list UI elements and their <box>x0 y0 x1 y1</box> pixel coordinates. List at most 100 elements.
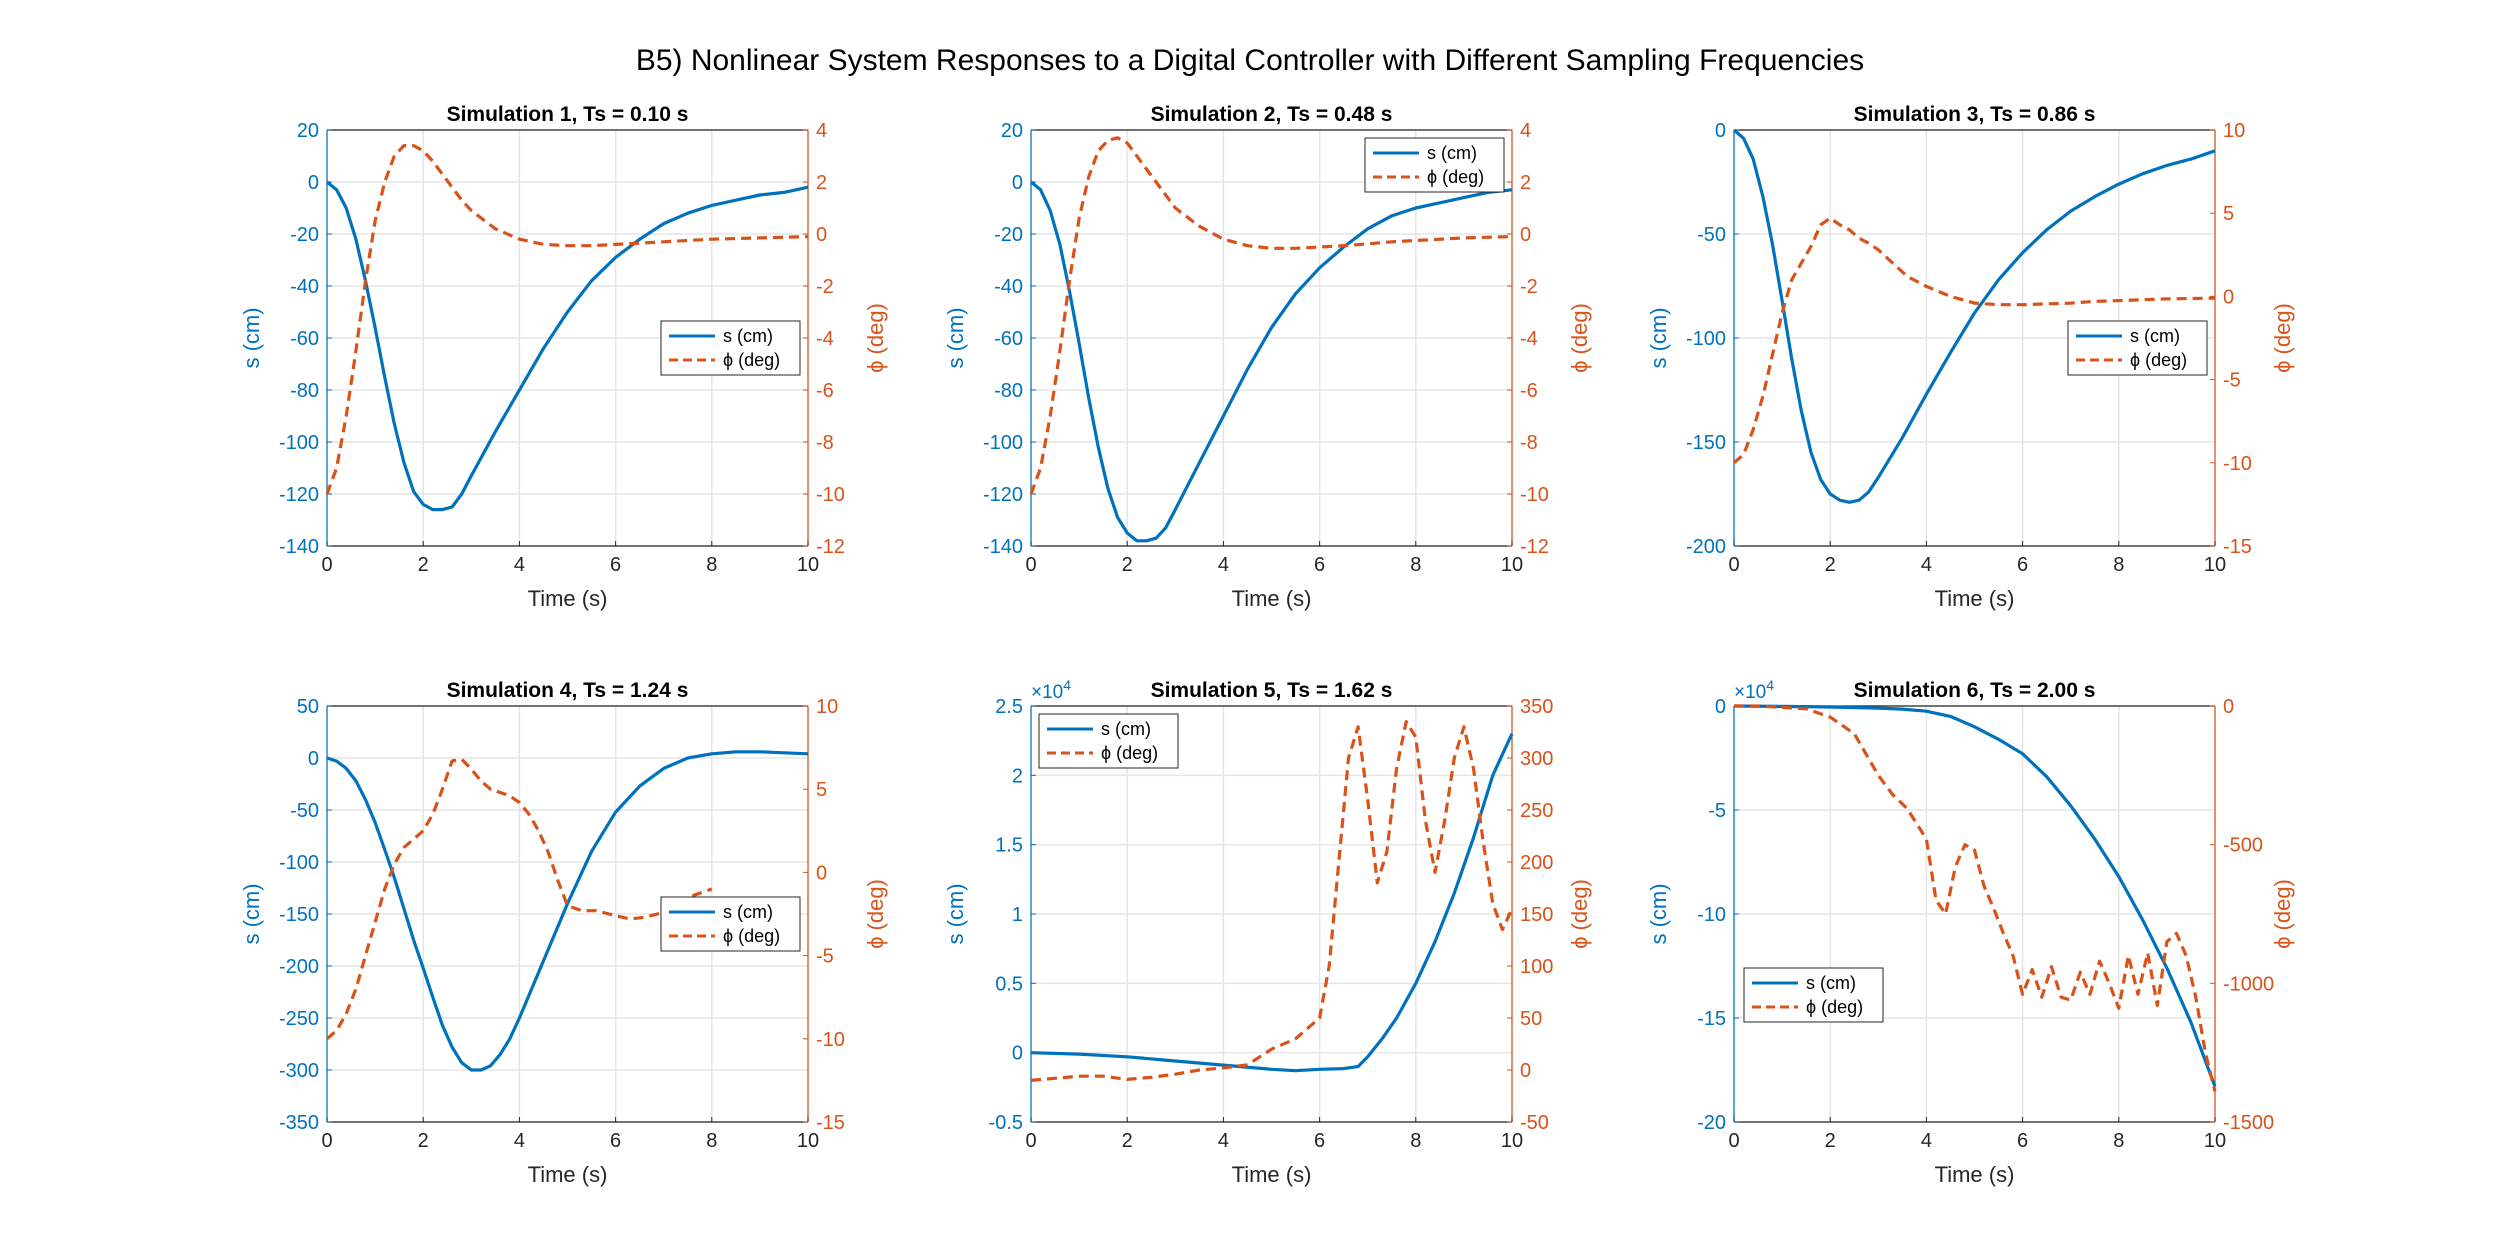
y-right-tick-label: -10 <box>2223 453 2252 475</box>
y-left-tick-label: -100 <box>1686 328 1726 350</box>
y-right-tick-label: -50 <box>1520 1112 1549 1134</box>
chart-5: 0 2 4 6 8 10-0.500.511.522.5-5005010015020025… <box>943 677 1592 1187</box>
y-left-tick-label: -250 <box>279 1008 319 1030</box>
legend: s (cm) ϕ (deg) <box>1038 713 1179 769</box>
x-axis-label: Time (s) <box>528 586 608 611</box>
chart-title: Simulation 6, Ts = 2.00 s <box>1854 679 2096 702</box>
y-axis-label-right: ϕ (deg) <box>863 303 888 373</box>
y-right-tick-label: -10 <box>1520 484 1549 506</box>
y-left-tick-label: -100 <box>983 432 1023 454</box>
series-line-s <box>1732 128 2216 504</box>
x-axis-label: Time (s) <box>1232 1162 1312 1187</box>
y-left-tick-label: -20 <box>1697 1112 1726 1134</box>
y-left-tick-label: -150 <box>1686 432 1726 454</box>
y-right-tick-label: -10 <box>816 484 845 506</box>
y-right-tick-label: -2 <box>816 276 834 298</box>
x-tick-label: 8 <box>1410 554 1421 576</box>
x-tick-label: 0 <box>1025 554 1036 576</box>
y-axis-label-left: s (cm) <box>943 307 968 368</box>
x-tick-label: 4 <box>514 554 525 576</box>
y-left-tick-label: -200 <box>279 956 319 978</box>
legend-label: s (cm) <box>1427 143 1477 163</box>
y-left-tick-label: 1 <box>1012 904 1023 926</box>
x-tick-label: 8 <box>706 554 717 576</box>
y-left-tick-label: -50 <box>1697 224 1726 246</box>
y-right-tick-label: -1000 <box>2223 973 2274 995</box>
legend-label: ϕ (deg) <box>723 926 780 946</box>
legend-box <box>2067 320 2208 376</box>
y-left-tick-label: -80 <box>994 380 1023 402</box>
x-tick-label: 0 <box>1728 554 1739 576</box>
y-right-tick-label: 2 <box>1520 172 1531 194</box>
y-left-tick-label: -120 <box>983 484 1023 506</box>
y-left-tick-label: -15 <box>1697 1008 1726 1030</box>
x-tick-label: 10 <box>1501 1130 1523 1152</box>
y-axis-label-right: ϕ (deg) <box>1567 303 1592 373</box>
exponent-base: ×10 <box>1734 682 1766 703</box>
y-left-tick-label: -140 <box>279 536 319 558</box>
x-tick-label: 10 <box>2204 554 2226 576</box>
x-axis-label: Time (s) <box>528 1162 608 1187</box>
y-right-tick-label: 0 <box>816 224 827 246</box>
exponent-label: ×104 <box>1734 677 1774 703</box>
y-right-tick-label: -2 <box>1520 276 1538 298</box>
y-right-tick-label: 0 <box>816 862 827 884</box>
y-left-tick-label: 2 <box>1012 765 1023 787</box>
y-left-tick-label: -100 <box>279 432 319 454</box>
y-left-tick-label: 0.5 <box>995 973 1023 995</box>
series-line-s <box>1733 704 2217 1088</box>
y-left-tick-label: -60 <box>290 328 319 350</box>
legend-label: ϕ (deg) <box>1806 997 1863 1017</box>
x-tick-label: 2 <box>418 1130 429 1152</box>
x-tick-label: 8 <box>2113 554 2124 576</box>
series-line-phi <box>1734 704 2217 1092</box>
y-left-tick-label: -100 <box>279 852 319 874</box>
x-tick-label: 10 <box>2204 1130 2226 1152</box>
y-right-tick-label: -8 <box>816 432 834 454</box>
y-axis-label-left: s (cm) <box>239 307 264 368</box>
series-line-phi <box>1030 719 1514 1082</box>
series-line-s <box>326 750 809 1072</box>
y-left-tick-label: -150 <box>279 904 319 926</box>
chart-title: Simulation 4, Ts = 1.24 s <box>447 679 689 702</box>
y-left-tick-label: -200 <box>1686 536 1726 558</box>
x-tick-label: 4 <box>514 1130 525 1152</box>
y-right-tick-label: 300 <box>1520 748 1553 770</box>
y-right-tick-label: -8 <box>1520 432 1538 454</box>
y-left-tick-label: -10 <box>1697 904 1726 926</box>
y-right-tick-label: -1500 <box>2223 1112 2274 1134</box>
y-axis-label-left: s (cm) <box>1646 307 1671 368</box>
y-left-tick-label: 20 <box>1001 120 1023 142</box>
y-right-tick-label: -5 <box>2223 370 2241 392</box>
x-tick-label: 4 <box>1218 1130 1229 1152</box>
y-right-tick-label: 0 <box>1520 224 1531 246</box>
exponent-power: 4 <box>1766 677 1774 693</box>
legend: s (cm) ϕ (deg) <box>1743 967 1884 1023</box>
x-axis-label: Time (s) <box>1935 1162 2015 1187</box>
x-tick-label: 6 <box>1314 554 1325 576</box>
y-right-tick-label: -12 <box>1520 536 1549 558</box>
y-right-tick-label: 4 <box>1520 120 1531 142</box>
y-left-tick-label: -5 <box>1708 800 1726 822</box>
y-left-tick-label: 0 <box>1715 120 1726 142</box>
y-left-tick-label: -20 <box>994 224 1023 246</box>
legend: s (cm) ϕ (deg) <box>660 896 801 952</box>
x-tick-label: 10 <box>1501 554 1523 576</box>
y-right-tick-label: 10 <box>816 696 838 718</box>
y-axis-label-left: s (cm) <box>1646 883 1671 944</box>
x-tick-label: 2 <box>1122 1130 1133 1152</box>
x-axis-label: Time (s) <box>1935 586 2015 611</box>
x-tick-label: 0 <box>321 554 332 576</box>
y-right-tick-label: 2 <box>816 172 827 194</box>
x-tick-label: 2 <box>1825 1130 1836 1152</box>
legend-label: ϕ (deg) <box>1101 743 1158 763</box>
x-tick-label: 8 <box>1410 1130 1421 1152</box>
y-right-tick-label: -6 <box>1520 380 1538 402</box>
legend-box <box>1364 137 1505 193</box>
series-line-s <box>325 180 809 512</box>
chart-4: 0 2 4 6 8 10-350-300-250-200-150-100-50050-15… <box>239 679 888 1187</box>
y-left-tick-label: -0.5 <box>989 1112 1023 1134</box>
series-line-s <box>1030 733 1514 1073</box>
y-left-tick-label: 0 <box>1012 172 1023 194</box>
